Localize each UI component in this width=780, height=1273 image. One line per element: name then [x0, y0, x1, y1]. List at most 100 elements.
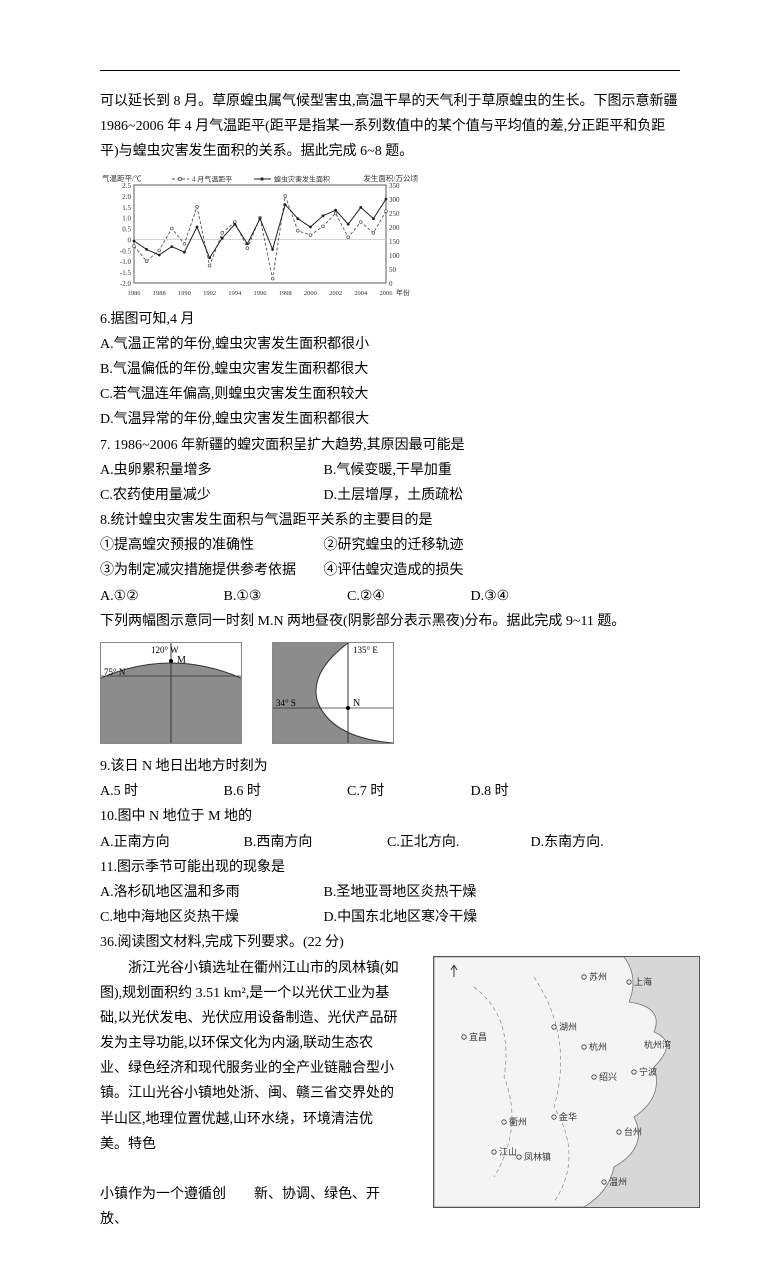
q8-row1: ①提高蝗灾预报的准确性 ②研究蝗虫的迁移轨迹 [100, 533, 680, 558]
q36-p2: 小镇作为一个遵循创 新、协调、绿色、开放、 [100, 1182, 400, 1232]
svg-text:0.5: 0.5 [122, 225, 131, 233]
svg-text:金华: 金华 [559, 1111, 577, 1122]
svg-text:2002: 2002 [329, 290, 342, 297]
q7-row1: A.虫卵累积量增多 B.气候变暖,干旱加重 [100, 458, 680, 483]
diagram-m: M120° W 75° N [100, 642, 242, 744]
svg-text:1986: 1986 [128, 290, 142, 297]
q36-wrap: 浙江光谷小镇选址在衢州江山市的凤林镇(如图),规划面积约 3.51 km²,是一… [100, 956, 680, 1233]
q8-opt-a: A.①② [100, 584, 220, 609]
svg-text:1990: 1990 [178, 290, 191, 297]
q9-opt-a: A.5 时 [100, 779, 220, 804]
q8-opt-d: D.③④ [471, 584, 591, 609]
q10-opt-a: A.正南方向 [100, 830, 240, 855]
svg-text:宁波: 宁波 [639, 1066, 657, 1077]
q7-row2: C.农药使用量减少 D.土层增厚，土质疏松 [100, 483, 680, 508]
svg-text:-2.0: -2.0 [120, 280, 132, 288]
svg-text:2.5: 2.5 [122, 182, 131, 190]
svg-text:绍兴: 绍兴 [599, 1071, 617, 1082]
svg-text:150: 150 [389, 238, 400, 246]
svg-text:N: N [353, 698, 360, 709]
svg-text:0: 0 [389, 280, 393, 288]
q8-stem: 8.统计蝗虫灾害发生面积与气温距平关系的主要目的是 [100, 508, 680, 533]
svg-text:1988: 1988 [153, 290, 166, 297]
q11-opt-b: B.圣地亚哥地区炎热干燥 [324, 880, 544, 905]
svg-text:2004: 2004 [354, 290, 368, 297]
svg-text:气温距平/℃: 气温距平/℃ [102, 173, 142, 183]
q10-opts: A.正南方向 B.西南方向 C.正北方向. D.东南方向. [100, 830, 680, 855]
q11-opt-a: A.洛杉矶地区温和多雨 [100, 880, 320, 905]
zhejiang-map: 苏州上海宜昌湖州杭州杭州湾宁波绍兴衢州金华江山凤林镇台州温州 [433, 956, 700, 1208]
svg-text:台州: 台州 [624, 1126, 642, 1137]
q36-stem: 36.阅读图文材料,完成下列要求。(22 分) [100, 930, 680, 955]
q10-opt-c: C.正北方向. [387, 830, 527, 855]
svg-text:2006: 2006 [380, 290, 394, 297]
svg-text:1998: 1998 [279, 290, 292, 297]
svg-text:温州: 温州 [609, 1177, 627, 1187]
svg-text:34° S: 34° S [276, 698, 296, 708]
map-svg: 苏州上海宜昌湖州杭州杭州湾宁波绍兴衢州金华江山凤林镇台州温州 [434, 957, 699, 1207]
svg-text:120° W: 120° W [151, 645, 179, 655]
svg-text:湖州: 湖州 [559, 1022, 577, 1032]
q8-opt-b: B.①③ [224, 584, 344, 609]
q8-opt-c: C.②④ [347, 584, 467, 609]
q8-s2: ②研究蝗虫的迁移轨迹 [324, 533, 544, 558]
temp-locust-chart: 2.52.01.51.00.50-0.5-1.0-1.5-2.035030025… [100, 171, 420, 301]
chart-svg: 2.52.01.51.00.50-0.5-1.0-1.5-2.035030025… [100, 171, 420, 301]
svg-text:350: 350 [389, 182, 400, 190]
q9-stem: 9.该日 N 地日出地方时刻为 [100, 754, 680, 779]
svg-text:凤林镇: 凤林镇 [524, 1151, 551, 1162]
q8-s3: ③为制定减灾措施提供参考依据 [100, 558, 320, 583]
q8-s1: ①提高蝗灾预报的准确性 [100, 533, 320, 558]
q6-stem: 6.据图可知,4 月 [100, 307, 680, 332]
q11-stem: 11.图示季节可能出现的现象是 [100, 855, 680, 880]
page-top-rule [100, 70, 680, 71]
svg-text:蝗虫灾害发生面积: 蝗虫灾害发生面积 [274, 174, 330, 183]
q10-opt-b: B.西南方向 [244, 830, 384, 855]
svg-text:苏州: 苏州 [589, 971, 607, 982]
svg-text:200: 200 [389, 224, 400, 232]
set2-intro: 下列两幅图示意同一时刻 M.N 两地昼夜(阴影部分表示黑夜)分布。据此完成 9~… [100, 609, 680, 634]
q11-row1: A.洛杉矶地区温和多雨 B.圣地亚哥地区炎热干燥 [100, 880, 680, 905]
svg-text:年份: 年份 [396, 288, 410, 297]
svg-text:宜昌: 宜昌 [469, 1031, 487, 1042]
svg-text:1992: 1992 [203, 290, 216, 297]
svg-text:0: 0 [128, 236, 132, 244]
svg-text:-1.0: -1.0 [120, 258, 132, 266]
q36-p1: 浙江光谷小镇选址在衢州江山市的凤林镇(如图),规划面积约 3.51 km²,是一… [100, 956, 400, 1158]
day-night-diagrams: M120° W 75° N N135° E34° S [100, 642, 680, 744]
q9-opts: A.5 时 B.6 时 C.7 时 D.8 时 [100, 779, 680, 804]
svg-text:M: M [177, 655, 186, 666]
svg-text:75° N: 75° N [104, 667, 126, 677]
svg-text:50: 50 [389, 266, 397, 274]
q7-opt-c: C.农药使用量减少 [100, 483, 320, 508]
svg-text:300: 300 [389, 196, 400, 204]
q7-stem: 7. 1986~2006 年新疆的蝗灾面积呈扩大趋势,其原因最可能是 [100, 433, 680, 458]
q6-opt-c: C.若气温连年偏高,则蝗虫灾害发生面积较大 [100, 382, 680, 407]
q10-opt-d: D.东南方向. [531, 830, 671, 855]
diagram-n: N135° E34° S [272, 642, 394, 744]
q11-opt-c: C.地中海地区炎热干燥 [100, 905, 320, 930]
q36-text: 浙江光谷小镇选址在衢州江山市的凤林镇(如图),规划面积约 3.51 km²,是一… [100, 956, 400, 1233]
svg-text:250: 250 [389, 210, 400, 218]
svg-text:2.0: 2.0 [122, 192, 131, 200]
svg-text:100: 100 [389, 252, 400, 260]
q8-row2: ③为制定减灾措施提供参考依据 ④评估蝗灾造成的损失 [100, 558, 680, 583]
svg-text:-1.5: -1.5 [120, 269, 132, 277]
svg-text:1.0: 1.0 [122, 214, 131, 222]
q8-opts: A.①② B.①③ C.②④ D.③④ [100, 584, 680, 609]
svg-text:2000: 2000 [304, 290, 317, 297]
q7-opt-b: B.气候变暖,干旱加重 [324, 458, 544, 483]
svg-text:发生面积/万公顷: 发生面积/万公顷 [363, 173, 418, 183]
svg-text:江山: 江山 [499, 1147, 517, 1157]
svg-text:1.5: 1.5 [122, 203, 131, 211]
svg-text:1994: 1994 [228, 290, 242, 297]
q7-opt-d: D.土层增厚，土质疏松 [324, 483, 544, 508]
svg-text:杭州: 杭州 [589, 1041, 607, 1052]
q7-opt-a: A.虫卵累积量增多 [100, 458, 320, 483]
q6-opt-a: A.气温正常的年份,蝗虫灾害发生面积都很小 [100, 332, 680, 357]
svg-text:上海: 上海 [634, 976, 652, 987]
intro-paragraph: 可以延长到 8 月。草原蝗虫属气候型害虫,高温干旱的天气利于草原蝗虫的生长。下图… [100, 89, 680, 165]
q6-opt-b: B.气温偏低的年份,蝗虫灾害发生面积都很大 [100, 357, 680, 382]
q9-opt-c: C.7 时 [347, 779, 467, 804]
q9-opt-b: B.6 时 [224, 779, 344, 804]
